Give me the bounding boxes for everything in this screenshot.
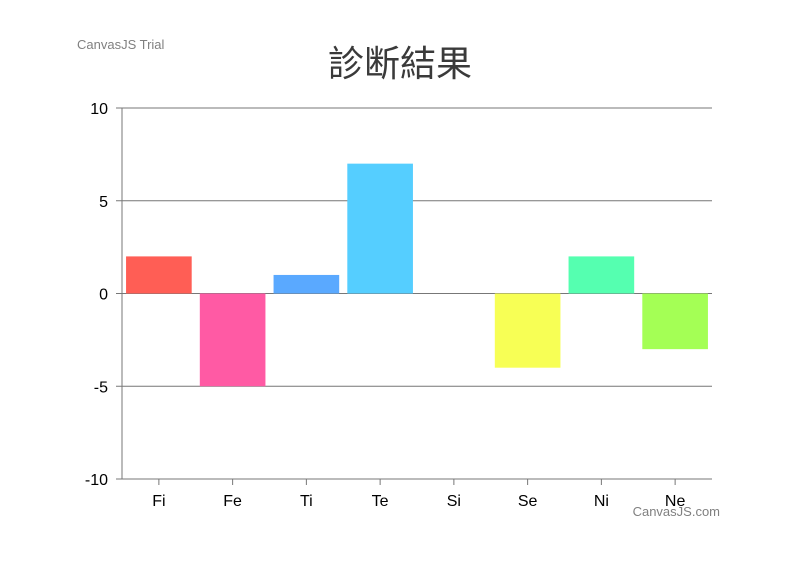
bar-se	[494, 293, 561, 368]
x-tick-label: Fe	[223, 493, 242, 510]
bars	[126, 163, 708, 387]
y-tick-label: 10	[90, 101, 108, 118]
axes	[116, 107, 712, 485]
y-tick-label: -10	[85, 472, 108, 489]
y-tick-label: 5	[99, 194, 108, 211]
x-tick-label: Ni	[594, 493, 609, 510]
bar-fi	[126, 256, 192, 294]
x-tick-label: Ne	[665, 493, 686, 510]
bar-ti	[273, 274, 340, 294]
y-tick-label: -5	[94, 379, 108, 396]
watermark-trial: CanvasJS Trial	[77, 37, 165, 52]
watermark-canvasjs: CanvasJS.com	[633, 504, 720, 519]
x-tick-label: Se	[518, 493, 538, 510]
chart-title: 診断結果	[328, 44, 472, 85]
bar-te	[347, 163, 413, 294]
x-tick-label: Ti	[300, 493, 313, 510]
y-tick-label: 0	[99, 287, 108, 304]
x-tick-label: Si	[447, 493, 461, 510]
bar-fe	[199, 293, 266, 387]
y-tick-labels: -10 -5 0 5 10	[85, 101, 108, 489]
bar-ni	[568, 256, 635, 294]
x-tick-labels: Fi Fe Ti Te Si Se Ni Ne	[152, 493, 685, 510]
x-tick-label: Fi	[152, 493, 165, 510]
x-tick-label: Te	[372, 493, 389, 510]
bar-ne	[642, 293, 708, 350]
